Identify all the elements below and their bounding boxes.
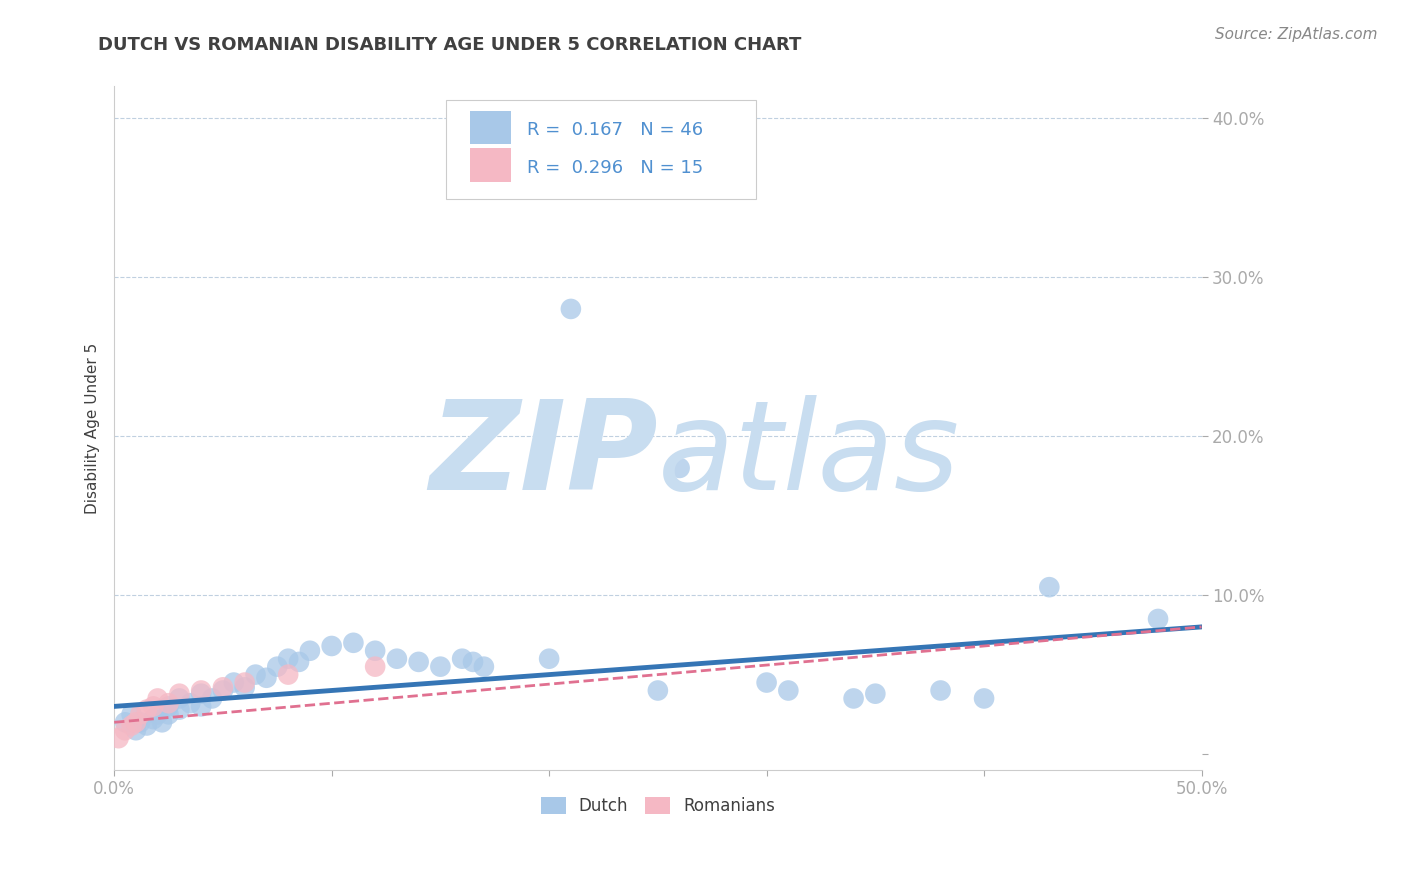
Point [142, 699, 165, 714]
Point [146, 707, 169, 722]
Point [364, 644, 387, 658]
Point [125, 723, 148, 738]
Point [212, 681, 235, 695]
Point [157, 707, 180, 722]
Point [451, 651, 474, 665]
Point [342, 636, 364, 650]
Point [150, 715, 173, 730]
Text: atlas: atlas [658, 395, 960, 516]
Point [364, 659, 387, 673]
Point [201, 691, 224, 706]
Point [114, 715, 136, 730]
Point [169, 687, 191, 701]
Text: DUTCH VS ROMANIAN DISABILITY AGE UNDER 5 CORRELATION CHART: DUTCH VS ROMANIAN DISABILITY AGE UNDER 5… [98, 36, 801, 54]
Point [647, 683, 669, 698]
Point [408, 655, 430, 669]
FancyBboxPatch shape [470, 148, 510, 182]
Point [1038, 580, 1060, 594]
Point [157, 699, 180, 714]
Point [129, 715, 152, 730]
Point [538, 651, 561, 665]
FancyBboxPatch shape [470, 111, 510, 145]
Point [169, 702, 191, 716]
Point [114, 723, 136, 738]
Point [125, 715, 148, 730]
Point [121, 718, 143, 732]
Text: Source: ZipAtlas.com: Source: ZipAtlas.com [1215, 27, 1378, 42]
Point [107, 731, 129, 746]
Point [842, 691, 865, 706]
Legend: Dutch, Romanians: Dutch, Romanians [533, 789, 783, 823]
Point [254, 671, 277, 685]
Point [146, 691, 169, 706]
Point [142, 712, 165, 726]
FancyBboxPatch shape [446, 100, 756, 199]
Text: R =  0.167   N = 46: R = 0.167 N = 46 [527, 121, 703, 139]
Point [169, 691, 191, 706]
Point [385, 651, 408, 665]
Point [321, 639, 343, 653]
Point [929, 683, 952, 698]
Point [157, 696, 180, 710]
Point [190, 699, 212, 714]
Point [277, 667, 299, 681]
Point [179, 696, 201, 710]
Point [1147, 612, 1170, 626]
Point [233, 675, 256, 690]
Text: ZIP: ZIP [429, 395, 658, 516]
Point [233, 681, 256, 695]
Point [266, 659, 288, 673]
Point [129, 707, 152, 722]
Text: R =  0.296   N = 15: R = 0.296 N = 15 [527, 159, 703, 177]
Point [973, 691, 995, 706]
Point [121, 707, 143, 722]
Point [461, 655, 484, 669]
Point [472, 659, 495, 673]
Point [298, 644, 321, 658]
Point [212, 683, 235, 698]
Point [755, 675, 778, 690]
Point [190, 687, 212, 701]
Point [222, 675, 245, 690]
Point [245, 667, 267, 681]
Point [560, 301, 582, 316]
Point [135, 718, 157, 732]
Point [668, 461, 690, 475]
Point [135, 702, 157, 716]
Point [277, 651, 299, 665]
Point [190, 683, 212, 698]
Point [778, 683, 800, 698]
Point [288, 655, 311, 669]
Point [429, 659, 451, 673]
Y-axis label: Disability Age Under 5: Disability Age Under 5 [86, 343, 100, 514]
Point [865, 687, 887, 701]
